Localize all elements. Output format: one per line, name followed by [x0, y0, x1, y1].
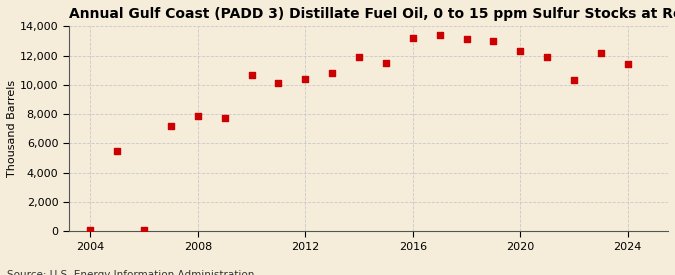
Point — [595, 50, 606, 55]
Point — [327, 71, 338, 75]
Point — [407, 36, 418, 40]
Point — [461, 37, 472, 42]
Point — [273, 81, 284, 86]
Point — [542, 55, 553, 59]
Point — [488, 39, 499, 43]
Point — [246, 72, 257, 77]
Text: Annual Gulf Coast (PADD 3) Distillate Fuel Oil, 0 to 15 ppm Sulfur Stocks at Ref: Annual Gulf Coast (PADD 3) Distillate Fu… — [69, 7, 675, 21]
Point — [138, 227, 149, 232]
Point — [622, 62, 633, 67]
Point — [165, 123, 176, 128]
Point — [112, 148, 123, 153]
Point — [354, 55, 364, 59]
Point — [85, 228, 96, 233]
Point — [219, 116, 230, 121]
Point — [192, 113, 203, 118]
Point — [300, 77, 310, 81]
Point — [381, 61, 392, 65]
Text: Source: U.S. Energy Information Administration: Source: U.S. Energy Information Administ… — [7, 271, 254, 275]
Point — [515, 49, 526, 53]
Point — [434, 33, 445, 37]
Y-axis label: Thousand Barrels: Thousand Barrels — [7, 80, 17, 177]
Point — [568, 78, 579, 82]
